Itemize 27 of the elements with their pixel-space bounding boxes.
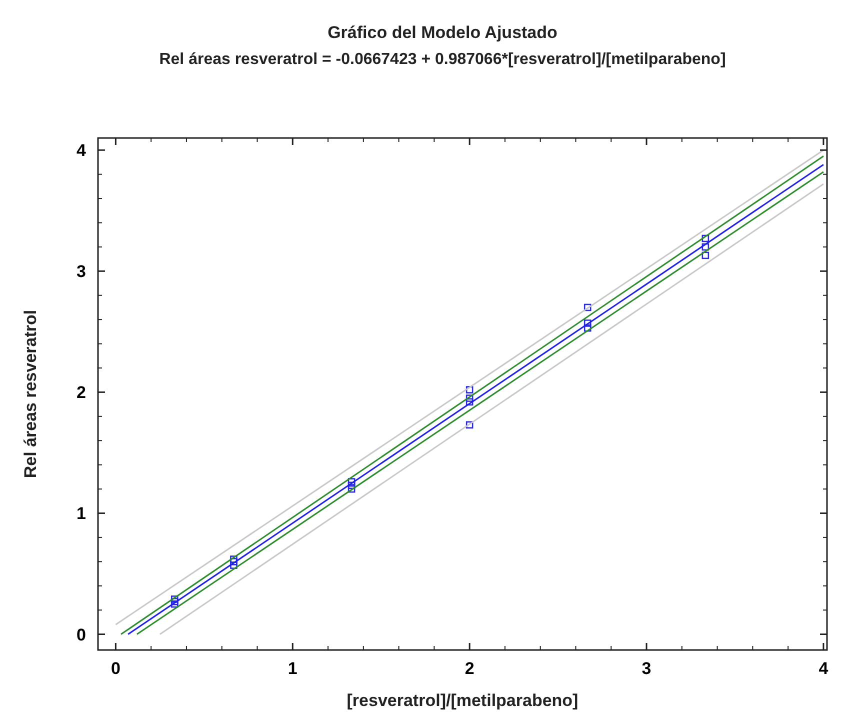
point: [466, 398, 474, 406]
point: [584, 320, 592, 327]
chart-title: Gráfico del Modelo Ajustado: [328, 23, 558, 42]
y-tick-label: 1: [76, 504, 86, 524]
point: [702, 234, 710, 242]
point: [584, 324, 592, 332]
y-tick-label: 2: [76, 383, 86, 402]
x-tick-label: 2: [464, 659, 474, 678]
x-tick-label: 1: [288, 659, 298, 678]
point: [702, 252, 710, 260]
point: [702, 243, 710, 251]
chart-subtitle: Rel áreas resveratrol = -0.0667423 + 0.987066*[resveratrol]/[metilparabeno]: [159, 51, 726, 68]
point: [466, 386, 474, 394]
x-tick-label: 3: [642, 659, 652, 678]
point: [348, 478, 356, 486]
point: [466, 421, 474, 429]
point: [466, 394, 474, 402]
x-tick-label: 0: [110, 659, 120, 678]
point: [348, 485, 356, 493]
y-tick-label: 4: [76, 141, 87, 160]
y-tick-label: 0: [76, 625, 86, 644]
point: [584, 304, 592, 312]
y-tick-label: 3: [76, 262, 86, 282]
x-tick-label: 4: [818, 659, 829, 678]
y-axis-title: Rel áreas resveratrol: [21, 310, 40, 478]
point: [170, 600, 178, 608]
x-axis-title: [resveratrol]/[metilparabeno]: [346, 691, 578, 710]
